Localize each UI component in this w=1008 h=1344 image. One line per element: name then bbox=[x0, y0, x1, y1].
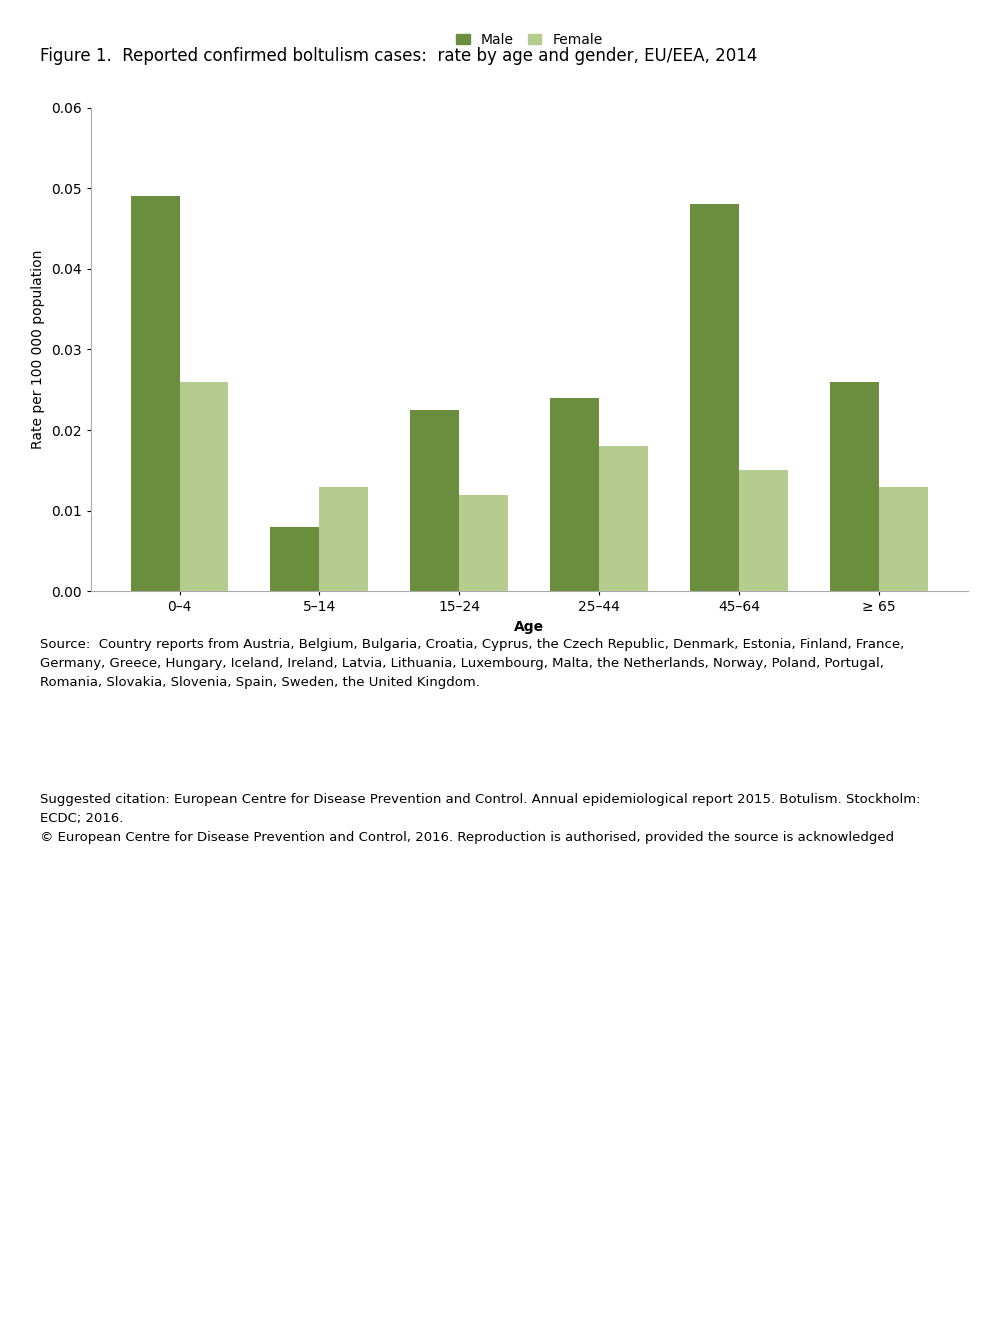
Bar bbox=[739, 470, 788, 591]
Bar bbox=[599, 446, 648, 591]
X-axis label: Age: Age bbox=[514, 620, 544, 634]
Bar bbox=[410, 410, 460, 591]
Text: Source:  Country reports from Austria, Belgium, Bulgaria, Croatia, Cyprus, the C: Source: Country reports from Austria, Be… bbox=[40, 638, 904, 689]
Text: Suggested citation: European Centre for Disease Prevention and Control. Annual e: Suggested citation: European Centre for … bbox=[40, 793, 921, 844]
Bar bbox=[830, 382, 879, 591]
Bar bbox=[270, 527, 320, 591]
Bar bbox=[879, 487, 927, 591]
Y-axis label: Rate per 100 000 population: Rate per 100 000 population bbox=[31, 250, 45, 449]
Bar bbox=[131, 196, 179, 591]
Bar bbox=[550, 398, 599, 591]
Text: Figure 1.  Reported confirmed boltulism cases:  rate by age and gender, EU/EEA, : Figure 1. Reported confirmed boltulism c… bbox=[40, 47, 758, 65]
Legend: Male, Female: Male, Female bbox=[451, 27, 608, 52]
Bar bbox=[179, 382, 229, 591]
Bar bbox=[690, 204, 739, 591]
Bar bbox=[460, 495, 508, 591]
Bar bbox=[320, 487, 368, 591]
